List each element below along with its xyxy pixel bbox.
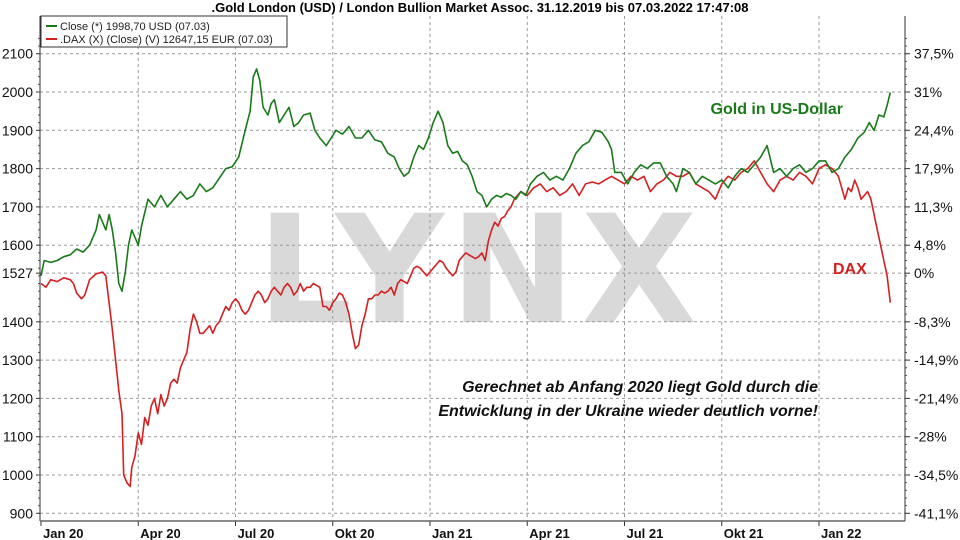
y-left-tick-label: 1600 xyxy=(2,237,33,253)
x-tick-label: Jul 21 xyxy=(627,526,664,540)
legend-gold-label: Close (*) 1998,70 USD (07.03) xyxy=(60,21,210,33)
y-right-tick-label: -41,1% xyxy=(914,505,958,521)
y-left-tick-label: 1400 xyxy=(2,314,33,330)
y-left-tick-label: 1900 xyxy=(2,122,33,138)
y-right-tick-label: 31% xyxy=(914,84,942,100)
y-left-tick-label: 2100 xyxy=(2,46,33,62)
annotation-line-1: Gerechnet ab Anfang 2020 liegt Gold durc… xyxy=(462,379,818,396)
y-left-tick-label: 1200 xyxy=(2,390,33,406)
legend-dax-label: .DAX (X) (Close) (V) 12647,15 EUR (07.03… xyxy=(60,34,273,46)
x-axis: Jan 20 Apr 20 Jul 20 Okt 20 Jan 21 Apr 21 Jul … xyxy=(40,521,861,540)
y-left-tick-label: 1000 xyxy=(2,467,33,483)
legend: Close (*) 1998,70 USD (07.03) .DAX (X) (… xyxy=(40,15,288,48)
y-right-tick-label: 0% xyxy=(914,265,934,281)
chart-title: .Gold London (USD) / London Bullion Mark… xyxy=(211,0,748,15)
y-right-tick-label: 17,9% xyxy=(914,161,954,177)
annotation-line-2: Entwicklung in der Ukraine wieder deutli… xyxy=(438,403,818,420)
y-right-tick-label: -28% xyxy=(914,429,947,445)
y-left-tick-label: 900 xyxy=(10,505,34,521)
y-axis-left: 2100 2000 1900 1800 1700 1600 1527 1400 1300 1200… xyxy=(2,37,40,521)
y-axis-right: 37,5% 31% 24,4% 17,9% 11,3% 4,8% 0% -8,3% -14,9%… xyxy=(905,37,958,521)
x-tick-label: Jan 22 xyxy=(821,526,861,540)
y-right-tick-label: 37,5% xyxy=(914,46,954,62)
x-tick-label: Jul 20 xyxy=(238,526,275,540)
x-tick-label: Okt 20 xyxy=(335,526,375,540)
y-left-tick-label: 1100 xyxy=(3,429,33,445)
x-tick-label: Okt 21 xyxy=(724,526,764,540)
y-left-tick-label: 1527 xyxy=(2,265,33,281)
legend-box xyxy=(40,15,288,48)
y-right-tick-label: -8,3% xyxy=(914,314,951,330)
y-left-tick-label: 1700 xyxy=(2,199,33,215)
y-right-tick-label: 4,8% xyxy=(914,237,946,253)
x-tick-label: Jan 21 xyxy=(432,526,472,540)
y-right-tick-label: -34,5% xyxy=(914,467,958,483)
y-right-tick-label: 24,4% xyxy=(914,122,954,138)
gold-series-label: Gold in US-Dollar xyxy=(711,101,843,118)
x-tick-label: Apr 21 xyxy=(529,526,569,540)
y-right-tick-label: -14,9% xyxy=(914,352,958,368)
y-right-tick-label: -21,4% xyxy=(914,390,958,406)
dax-series-line xyxy=(40,160,892,488)
x-tick-label: Jan 20 xyxy=(43,526,83,540)
y-left-tick-label: 2000 xyxy=(2,84,33,100)
lynx-watermark: LYNX xyxy=(257,184,703,358)
dax-series-label: DAX xyxy=(833,261,867,278)
gold-series-line xyxy=(40,68,892,293)
y-right-tick-label: 11,3% xyxy=(914,199,953,215)
y-left-tick-label: 1300 xyxy=(2,352,33,368)
x-tick-label: Apr 20 xyxy=(140,526,180,540)
y-left-tick-label: 1800 xyxy=(2,161,33,177)
